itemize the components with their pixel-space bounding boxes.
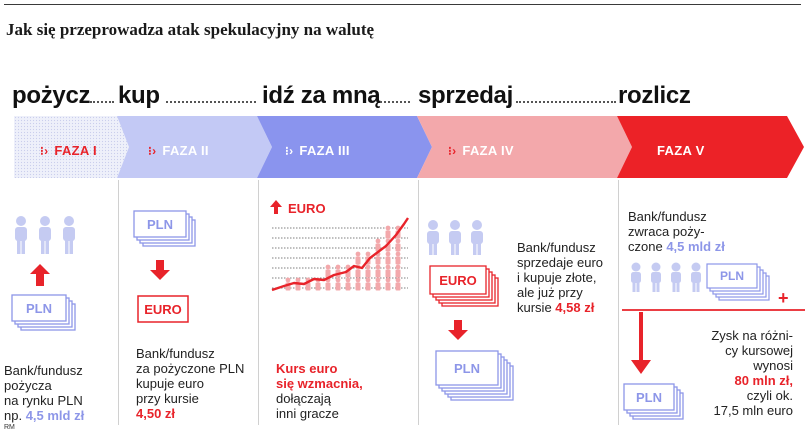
phase1-illustration: PLN xyxy=(11,216,76,331)
crowd-figure xyxy=(395,238,401,252)
column-divider xyxy=(258,180,259,425)
phase1-description: Bank/fundusz pożycza na rynku PLN np. 4,… xyxy=(4,363,85,423)
sale-rate: 4,58 zł xyxy=(555,300,595,315)
dotted-connector xyxy=(516,101,616,103)
infographic-title: Jak się przeprowadza atak spekulacyjny n… xyxy=(6,20,375,39)
crowd-figure xyxy=(355,277,361,291)
crowd-figure xyxy=(395,277,401,291)
euro-banknote-stack-icon xyxy=(429,265,499,307)
phase-label-4: ⁝› FAZA IV xyxy=(448,143,514,158)
phase3-segment xyxy=(257,116,432,178)
phase5-repayment-text: Bank/fundusz zwraca poży- czone 4,5 mld … xyxy=(628,209,725,254)
dotted-connector xyxy=(166,101,256,103)
people-group-icon xyxy=(427,220,483,255)
pln-banknote-stack-icon xyxy=(133,210,196,247)
dotted-connector xyxy=(90,101,114,103)
phase-arrow-band xyxy=(14,116,804,178)
pln-banknote-stack-icon xyxy=(435,350,514,401)
crowd-figure xyxy=(365,277,371,291)
crowd-figure xyxy=(325,264,331,278)
svg-text:PLN: PLN xyxy=(147,217,173,232)
people-group-icon xyxy=(15,216,75,254)
phase-label-5: FAZA V xyxy=(657,143,705,158)
step-verb-buy: kup xyxy=(118,82,160,109)
crowd-figure xyxy=(385,264,391,278)
euro-banknote-icon xyxy=(137,295,189,323)
arrow-up-icon xyxy=(30,264,50,286)
step-verb-borrow: pożycz xyxy=(12,82,91,109)
plus-icon: + xyxy=(778,288,789,308)
purchase-rate: 4,50 zł xyxy=(136,406,176,421)
phase5-segment xyxy=(617,116,804,178)
arrow-up-icon xyxy=(270,200,282,214)
pln-banknote-stack-icon xyxy=(623,383,684,420)
phase-label-1: ⁝› FAZA I xyxy=(40,143,97,158)
phase2-description: Bank/fundusz za pożyczone PLN kupuje eur… xyxy=(136,346,245,421)
phase1-segment xyxy=(14,116,129,178)
phase4-description: Bank/fundusz sprzedaje euro i kupuje zło… xyxy=(517,240,603,315)
svg-text:PLN: PLN xyxy=(720,269,744,283)
svg-text:EURO: EURO xyxy=(439,273,477,288)
dotted-connector xyxy=(380,101,410,103)
crowd-figure xyxy=(365,264,371,278)
step-verb-sell: sprzedaj xyxy=(418,82,513,109)
pln-banknote-stack-icon xyxy=(706,263,770,301)
crowd-figure xyxy=(375,238,381,252)
phase3-illustration: EURO xyxy=(270,200,409,292)
crowd-figure xyxy=(345,277,351,291)
column-divider xyxy=(418,180,419,425)
phase2-illustration: PLN EURO xyxy=(133,210,196,323)
phase4-illustration: EURO PLN xyxy=(427,220,514,401)
banknote-stack-icon xyxy=(11,294,76,331)
euro-rate-line xyxy=(271,217,409,292)
banknote-label: PLN xyxy=(26,301,52,316)
crowd-figure xyxy=(395,264,401,278)
crowd-figure xyxy=(385,251,391,265)
step-verb-settle: rozlicz xyxy=(618,82,691,109)
people-group-icon xyxy=(631,262,701,292)
repaid-amount: 4,5 mld zł xyxy=(666,239,725,254)
borrowed-amount: 4,5 mld zł xyxy=(25,408,85,423)
arrow-down-icon xyxy=(448,320,468,340)
phase5-profit-text: Zysk na różni- cy kursowej wynosi 80 mln… xyxy=(711,328,793,418)
euro-chart-label: EURO xyxy=(288,201,326,216)
crowd-figure xyxy=(385,225,391,239)
crowd-figure xyxy=(355,251,361,265)
crowd-figure xyxy=(335,277,341,291)
column-divider xyxy=(618,180,619,425)
profit-amount: 80 mln zł, xyxy=(734,373,793,388)
arrow-down-icon xyxy=(150,260,170,280)
phase-label-2: ⁝› FAZA II xyxy=(148,143,209,158)
crowd-figure xyxy=(375,277,381,291)
phase3-description: Kurs euro się wzmacnia, dołączają inni g… xyxy=(276,361,363,421)
phase2-segment xyxy=(117,116,272,178)
svg-text:PLN: PLN xyxy=(636,390,662,405)
svg-text:PLN: PLN xyxy=(454,361,480,376)
phase4-segment xyxy=(417,116,632,178)
arrow-down-icon xyxy=(631,312,651,374)
author-credit: RM xyxy=(4,424,15,431)
crowd-figure xyxy=(385,277,391,291)
column-divider xyxy=(118,180,119,425)
crowd-figure xyxy=(395,251,401,265)
phase-label-3: ⁝› FAZA III xyxy=(285,143,350,158)
step-verb-follow: idź za mną xyxy=(262,82,381,109)
crowd-figure xyxy=(375,264,381,278)
phase5-illustration: PLN + PLN xyxy=(622,262,805,420)
top-rule xyxy=(4,4,801,5)
svg-text:EURO: EURO xyxy=(144,302,182,317)
